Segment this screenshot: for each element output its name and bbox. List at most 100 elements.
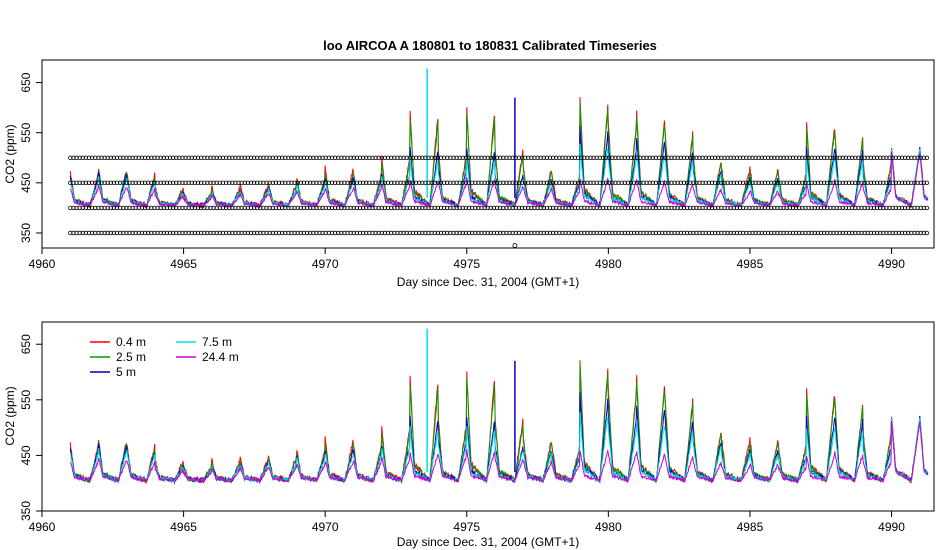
data-point [902,205,908,211]
data-point [111,205,117,211]
data-point [326,180,332,185]
data-point [445,205,450,211]
data-point [625,205,631,211]
data-point [183,155,188,160]
data-point [874,230,880,236]
data-point [572,205,578,211]
data-point [797,155,802,160]
data-point [301,155,307,160]
data-point [96,155,101,160]
data-point [560,155,565,160]
bottom-plot-frame [41,321,935,512]
data-point [818,180,824,185]
data-point [488,230,493,236]
data-point [89,205,95,211]
data-point [912,230,917,236]
data-point [170,180,176,185]
data-point [600,180,606,185]
top-y-axis-label: CO2 (ppm) [3,124,17,183]
data-point [881,155,886,160]
data-point [124,230,129,236]
data-point [155,155,160,160]
data-point [647,230,652,236]
data-point [441,180,447,185]
data-point [781,230,786,236]
data-point [142,205,148,211]
top-x-axis: 4960 4965 4970 4975 4980 4985 4990 [29,248,905,271]
data-point [189,155,194,160]
data-point [582,230,587,236]
data-point [563,180,568,185]
data-point [675,205,680,211]
data-point [641,205,646,211]
data-point [152,230,157,236]
data-point [550,205,556,211]
data-point [694,230,699,236]
data-point [734,205,740,211]
data-point [96,230,101,236]
data-point [684,180,690,185]
data-point [77,230,82,236]
data-point [255,155,260,160]
data-point [301,230,307,236]
data-point [133,155,138,160]
data-point [382,205,388,211]
data-point [108,205,113,211]
top-y-tick-label: 550 [19,122,33,142]
data-point [435,180,441,185]
data-point [276,180,282,185]
data-point [622,180,627,185]
data-point [177,230,182,236]
data-point [466,155,472,160]
data-point [242,205,247,211]
data-point [856,230,861,236]
data-point [255,230,260,236]
data-point [797,205,802,211]
data-point [691,155,696,160]
data-point [597,180,603,185]
data-point [438,205,444,211]
data-point [239,205,244,211]
data-point [712,180,718,185]
data-point [413,230,419,236]
data-point [245,230,251,236]
data-point [787,230,793,236]
data-point [295,205,300,211]
data-point [924,180,930,185]
data-point [463,180,469,185]
data-point [709,155,715,160]
data-point [289,205,294,211]
data-point [420,180,425,185]
bottom-y-tick-label: 350 [19,501,33,521]
data-point [631,230,637,236]
data-point [672,155,677,160]
top-x-axis-label: Day since Dec. 31, 2004 (GMT+1) [397,275,579,289]
data-point [121,205,126,211]
data-point [619,180,624,185]
data-point [242,180,247,185]
data-point [803,205,808,211]
data-point [279,205,285,211]
data-point [672,205,677,211]
data-point [170,205,176,211]
data-point [772,230,777,236]
data-point [703,205,708,211]
data-point [843,230,849,236]
data-point [382,155,388,160]
data-point [314,155,319,160]
data-point [426,180,431,185]
data-point [498,180,503,185]
data-point [286,205,291,211]
data-point [426,230,431,236]
data-point [731,180,736,185]
data-point [192,180,198,185]
data-point [884,180,889,185]
data-point [513,155,518,160]
data-point [317,230,322,236]
data-point [831,180,836,185]
data-point [451,180,456,185]
data-point [840,155,845,160]
data-point [516,205,522,211]
data-point [248,155,254,160]
